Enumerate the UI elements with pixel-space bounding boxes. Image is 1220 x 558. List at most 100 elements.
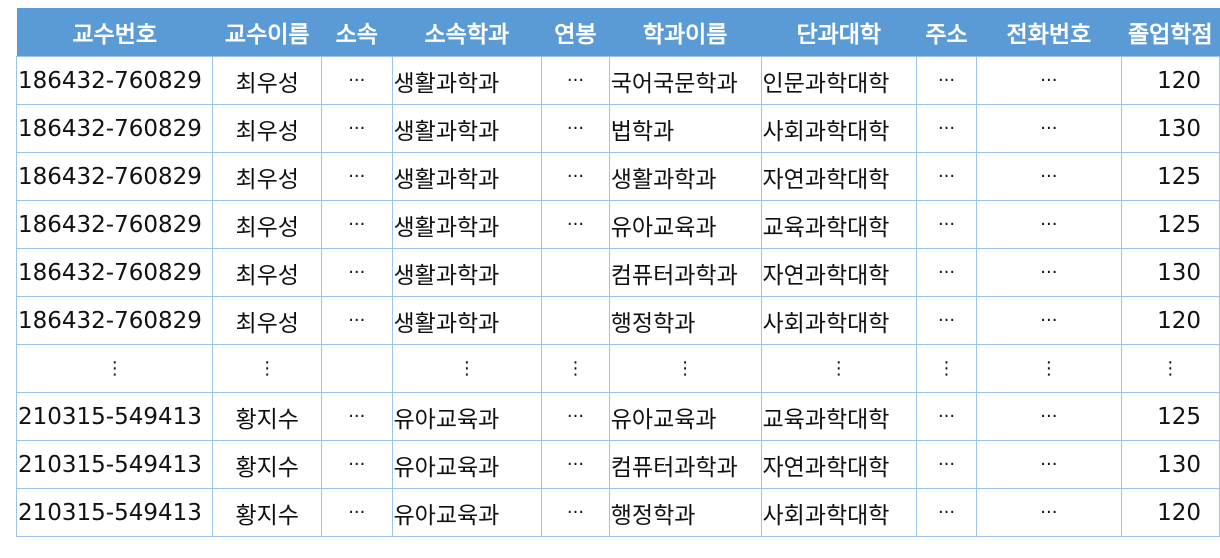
cell-department-name: 행정학과 <box>608 296 762 345</box>
cell-department-name: 유아교육과 <box>608 200 762 249</box>
header-phone-number: 전화번호 <box>976 8 1122 57</box>
cell-professor-id: 186432-760829 <box>15 296 214 345</box>
cell-affiliated-department: 유아교육과 <box>391 440 543 489</box>
cell-address: ··· <box>916 296 978 345</box>
cell-salary: ··· <box>541 440 610 489</box>
cell-phone-number: ··· <box>976 296 1122 345</box>
cell-phone-number: ··· <box>976 440 1122 489</box>
header-college: 단과대학 <box>761 8 917 57</box>
cell-affiliation: ··· <box>321 440 393 489</box>
cell-professor-id: 186432-760829 <box>15 152 214 201</box>
cell-salary <box>541 296 610 345</box>
cell-affiliation: ··· <box>321 56 393 105</box>
cell-salary: ··· <box>541 104 610 153</box>
cell-address: ··· <box>916 440 978 489</box>
cell-affiliated-department: 생활과학과 <box>391 248 543 297</box>
cell-affiliated-department: 생활과학과 <box>391 104 543 153</box>
cell-phone-number: ··· <box>976 488 1122 537</box>
cell-salary <box>541 248 610 297</box>
cell-address: ··· <box>916 248 978 297</box>
cell-address: ··· <box>916 200 978 249</box>
cell-professor-name: 최우성 <box>212 248 323 297</box>
header-salary: 연봉 <box>541 8 610 57</box>
cell-salary: ··· <box>541 200 610 249</box>
cell-college: 교육과학대학 <box>760 392 918 441</box>
cell-phone-number: ⋮ <box>976 344 1122 393</box>
cell-professor-id: 210315-549413 <box>15 392 214 441</box>
cell-salary: ··· <box>541 392 610 441</box>
header-affiliated-department: 소속학과 <box>392 8 542 57</box>
cell-affiliated-department: 유아교육과 <box>391 392 543 441</box>
header-affiliation: 소속 <box>321 8 392 57</box>
cell-affiliation: ··· <box>321 152 393 201</box>
cell-address: ··· <box>916 152 978 201</box>
cell-college: 자연과학대학 <box>760 440 918 489</box>
cell-affiliation: ··· <box>321 392 393 441</box>
table-row: 186432-760829 최우성 ··· 생활과학과 행정학과 사회과학대학 ··· ···… <box>15 296 1220 345</box>
header-address: 주소 <box>916 8 977 57</box>
cell-department-name: 컴퓨터과학과 <box>608 440 762 489</box>
cell-affiliated-department: 생활과학과 <box>391 200 543 249</box>
cell-professor-id: 186432-760829 <box>15 56 214 105</box>
table-row: 186432-760829 최우성 ··· 생활과학과 ··· 법학과 사회과학대학 ··· ·… <box>15 104 1220 153</box>
cell-affiliated-department: 생활과학과 <box>391 56 543 105</box>
cell-college: 교육과학대학 <box>760 200 918 249</box>
cell-address: ··· <box>916 104 978 153</box>
professor-department-table: 교수번호 교수이름 소속 소속학과 연봉 학과이름 단과대학 주소 전화번호 졸… <box>15 8 1220 537</box>
cell-phone-number: ··· <box>976 56 1122 105</box>
cell-graduation-credits: 120 <box>1120 56 1220 105</box>
cell-affiliation: ··· <box>321 488 393 537</box>
cell-affiliation: ··· <box>321 104 393 153</box>
header-professor-name: 교수이름 <box>212 8 322 57</box>
cell-salary: ··· <box>541 56 610 105</box>
cell-professor-name: ⋮ <box>212 344 323 393</box>
cell-phone-number: ··· <box>976 104 1122 153</box>
cell-graduation-credits: 125 <box>1120 200 1220 249</box>
cell-professor-name: 최우성 <box>212 200 323 249</box>
cell-salary: ⋮ <box>541 344 610 393</box>
cell-professor-name: 최우성 <box>212 56 323 105</box>
cell-phone-number: ··· <box>976 392 1122 441</box>
cell-affiliation: ··· <box>321 200 393 249</box>
ellipsis-row: ⋮ ⋮ ⋮ ⋮ ⋮ ⋮ ⋮ ⋮ ⋮ <box>15 344 1220 393</box>
cell-college: 자연과학대학 <box>760 152 918 201</box>
table-row: 186432-760829 최우성 ··· 생활과학과 컴퓨터과학과 자연과학대학 ··· ·… <box>15 248 1220 297</box>
cell-department-name: 생활과학과 <box>608 152 762 201</box>
table-row: 210315-549413 황지수 ··· 유아교육과 ··· 행정학과 사회과학대학 ···… <box>15 488 1220 537</box>
cell-phone-number: ··· <box>976 248 1122 297</box>
cell-phone-number: ··· <box>976 152 1122 201</box>
table-row: 186432-760829 최우성 ··· 생활과학과 ··· 생활과학과 자연과학대학 ··… <box>15 152 1220 201</box>
cell-professor-id: 210315-549413 <box>15 440 214 489</box>
cell-college: 사회과학대학 <box>760 296 918 345</box>
cell-graduation-credits: 130 <box>1120 104 1220 153</box>
cell-department-name: 컴퓨터과학과 <box>608 248 762 297</box>
table-row: 210315-549413 황지수 ··· 유아교육과 ··· 유아교육과 교육과학대학 ··… <box>15 392 1220 441</box>
cell-salary: ··· <box>541 152 610 201</box>
cell-graduation-credits: 125 <box>1120 392 1220 441</box>
cell-graduation-credits: 130 <box>1120 440 1220 489</box>
cell-professor-name: 최우성 <box>212 296 323 345</box>
table-row: 186432-760829 최우성 ··· 생활과학과 ··· 유아교육과 교육과학대학 ··… <box>15 200 1220 249</box>
cell-department-name: 국어국문학과 <box>608 56 762 105</box>
cell-professor-id: 186432-760829 <box>15 200 214 249</box>
table-row: 186432-760829 최우성 ··· 생활과학과 ··· 국어국문학과 인문과학대학 ·… <box>15 56 1220 105</box>
cell-professor-name: 최우성 <box>212 152 323 201</box>
cell-address: ··· <box>916 56 978 105</box>
cell-professor-name: 최우성 <box>212 104 323 153</box>
cell-professor-id: 186432-760829 <box>15 248 214 297</box>
cell-affiliation: ··· <box>321 248 393 297</box>
cell-graduation-credits: 120 <box>1120 488 1220 537</box>
cell-affiliated-department: 생활과학과 <box>391 152 543 201</box>
cell-graduation-credits: 130 <box>1120 248 1220 297</box>
cell-address: ⋮ <box>916 344 978 393</box>
cell-phone-number: ··· <box>976 200 1122 249</box>
cell-professor-id: 210315-549413 <box>15 488 214 537</box>
header-department-name: 학과이름 <box>609 8 761 57</box>
header-graduation-credits: 졸업학점 <box>1121 8 1220 57</box>
cell-affiliation <box>321 344 393 393</box>
cell-professor-id: 186432-760829 <box>15 104 214 153</box>
header-row: 교수번호 교수이름 소속 소속학과 연봉 학과이름 단과대학 주소 전화번호 졸… <box>16 8 1220 57</box>
cell-college: 사회과학대학 <box>760 104 918 153</box>
cell-department-name: 법학과 <box>608 104 762 153</box>
cell-affiliated-department: 생활과학과 <box>391 296 543 345</box>
